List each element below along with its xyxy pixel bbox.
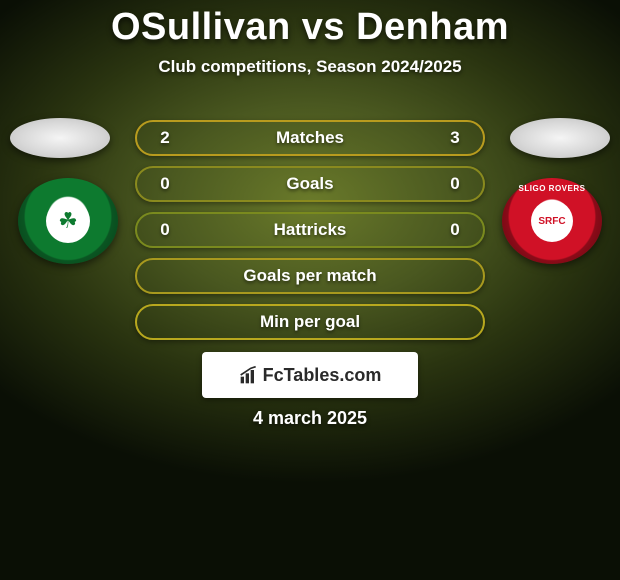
- stat-value-right: 3: [443, 128, 467, 148]
- club-right-abbr: SRFC: [531, 200, 573, 242]
- stats-panel: 2Matches30Goals00Hattricks0Goals per mat…: [135, 120, 485, 340]
- page-title: OSullivan vs Denham: [0, 0, 620, 49]
- club-badge-right: SLIGO ROVERS SRFC: [502, 178, 602, 264]
- stat-row: Goals per match: [135, 258, 485, 294]
- stat-value-left: 0: [153, 174, 177, 194]
- stat-label: Goals per match: [177, 266, 443, 286]
- player-avatar-right: [510, 118, 610, 158]
- stat-label: Hattricks: [177, 220, 443, 240]
- club-badge-left: ☘: [18, 178, 118, 264]
- stat-value-left: 0: [153, 220, 177, 240]
- brand-badge[interactable]: FcTables.com: [202, 352, 418, 398]
- date-label: 4 march 2025: [0, 408, 620, 429]
- page-subtitle: Club competitions, Season 2024/2025: [0, 57, 620, 77]
- club-right-name: SLIGO ROVERS: [502, 184, 602, 193]
- stat-label: Min per goal: [177, 312, 443, 332]
- stat-value-right: 0: [443, 174, 467, 194]
- brand-text: FcTables.com: [263, 365, 382, 386]
- stat-value-left: 2: [153, 128, 177, 148]
- bar-chart-icon: [239, 365, 259, 385]
- club-left-glyph: ☘: [58, 208, 78, 234]
- comparison-card: OSullivan vs Denham Club competitions, S…: [0, 0, 620, 580]
- player-avatar-left: [10, 118, 110, 158]
- stat-row: 0Hattricks0: [135, 212, 485, 248]
- stat-label: Goals: [177, 174, 443, 194]
- stat-label: Matches: [177, 128, 443, 148]
- stat-row: 0Goals0: [135, 166, 485, 202]
- stat-row: 2Matches3: [135, 120, 485, 156]
- shamrock-icon: ☘: [46, 199, 90, 243]
- stat-value-right: 0: [443, 220, 467, 240]
- stat-row: Min per goal: [135, 304, 485, 340]
